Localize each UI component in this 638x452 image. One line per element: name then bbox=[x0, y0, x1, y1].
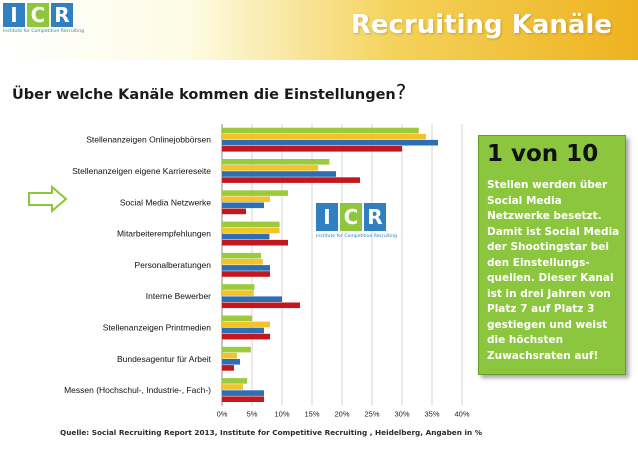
logo-tagline: Institute for Competitive Recruiting bbox=[3, 29, 85, 34]
category-label: Bundesagentur für Arbeit bbox=[117, 354, 212, 364]
bar-2011 bbox=[222, 359, 240, 365]
x-tick-label: 35% bbox=[424, 410, 439, 418]
overlay-logo-letter-r: R bbox=[364, 203, 386, 231]
bar-2013 bbox=[222, 190, 288, 196]
bar-2010 bbox=[222, 365, 234, 371]
bar-2011 bbox=[222, 139, 438, 146]
bar-2012 bbox=[222, 259, 263, 265]
bar-2010 bbox=[222, 239, 288, 246]
callout-body: Stellen werden über Social Media Netzwer… bbox=[487, 179, 620, 362]
bar-2010 bbox=[222, 333, 270, 340]
bar-2010 bbox=[222, 146, 402, 152]
chart-question: Über welche Kanäle kommen die Einstellun… bbox=[12, 80, 406, 104]
bar-2012 bbox=[222, 352, 237, 359]
highlight-arrow-icon bbox=[28, 185, 68, 213]
bar-2011 bbox=[222, 171, 336, 177]
x-tick-label: 30% bbox=[394, 410, 409, 418]
question-text: Über welche Kanäle kommen die Einstellun… bbox=[12, 87, 396, 103]
category-label: Stellenanzeigen eigene Karriereseite bbox=[72, 166, 211, 176]
bar-2011 bbox=[222, 296, 282, 302]
bar-2010 bbox=[222, 302, 300, 309]
x-tick-label: 5% bbox=[247, 410, 258, 418]
bar-2013 bbox=[222, 159, 330, 165]
x-tick-label: 25% bbox=[364, 410, 379, 418]
category-label: Stellenanzeigen Onlinejobbörsen bbox=[86, 135, 211, 145]
bar-2010 bbox=[222, 208, 246, 215]
category-label: Messen (Hochschul-, Industrie-, Fach-) bbox=[64, 385, 211, 395]
bar-2012 bbox=[222, 321, 270, 328]
bar-2011 bbox=[222, 202, 264, 209]
bar-2013 bbox=[222, 221, 280, 228]
x-tick-label: 0% bbox=[217, 410, 228, 418]
logo-letter-r: R bbox=[51, 3, 73, 27]
question-mark: ? bbox=[395, 80, 407, 104]
x-tick-label: 20% bbox=[334, 410, 349, 418]
category-label: Interne Bewerber bbox=[146, 291, 211, 301]
x-tick-label: 40% bbox=[454, 410, 469, 418]
bar-2013 bbox=[222, 252, 261, 259]
bar-2012 bbox=[222, 133, 426, 140]
x-tick-label: 10% bbox=[274, 410, 289, 418]
page-title: Recruiting Kanäle bbox=[350, 10, 612, 40]
category-label: Personalberatungen bbox=[134, 260, 211, 270]
bar-2013 bbox=[222, 127, 419, 134]
logo-letter-i: I bbox=[3, 3, 25, 27]
callout-headline: 1 von 10 bbox=[487, 141, 599, 167]
bar-2013 bbox=[222, 284, 255, 290]
overlay-logo-tagline: Institute for Competitive Recruiting bbox=[316, 234, 398, 239]
bar-2013 bbox=[222, 315, 252, 322]
overlay-logo-letter-i: I bbox=[316, 203, 338, 231]
bar-2010 bbox=[222, 271, 270, 277]
bar-2011 bbox=[222, 233, 270, 240]
category-label: Stellenanzeigen Printmedien bbox=[103, 322, 211, 332]
bar-2011 bbox=[222, 327, 264, 334]
chart-overlay-logo: I C R Institute for Competitive Recruiti… bbox=[316, 203, 402, 243]
logo-letter-c: C bbox=[27, 3, 49, 27]
category-label: Social Media Netzwerke bbox=[120, 197, 211, 207]
bar-2011 bbox=[222, 265, 270, 271]
bar-2012 bbox=[222, 165, 318, 171]
icr-logo: I C R Institute for Competitive Recruiti… bbox=[3, 3, 85, 35]
bar-2013 bbox=[222, 346, 251, 353]
callout-box: 1 von 10 Stellen werden über Social Medi… bbox=[478, 135, 626, 375]
source-note: Quelle: Social Recruiting Report 2013, I… bbox=[60, 428, 483, 437]
bar-2012 bbox=[222, 196, 270, 202]
x-tick-label: 15% bbox=[304, 410, 319, 418]
bar-2011 bbox=[222, 390, 264, 396]
bar-2010 bbox=[222, 177, 360, 183]
bar-2013 bbox=[222, 378, 248, 384]
overlay-logo-letter-c: C bbox=[340, 203, 362, 231]
category-label: Mitarbeiterempfehlungen bbox=[117, 229, 211, 239]
bar-chart: 0% 5% 10% 15% 20% 25% 30% 35% 40% Stellenanzeigen… bbox=[64, 124, 470, 418]
bar-2012 bbox=[222, 384, 243, 390]
bar-2012 bbox=[222, 290, 254, 296]
bar-2012 bbox=[222, 227, 280, 234]
bar-2010 bbox=[222, 396, 264, 402]
header-banner: I C R Institute for Competitive Recruiti… bbox=[0, 0, 638, 60]
